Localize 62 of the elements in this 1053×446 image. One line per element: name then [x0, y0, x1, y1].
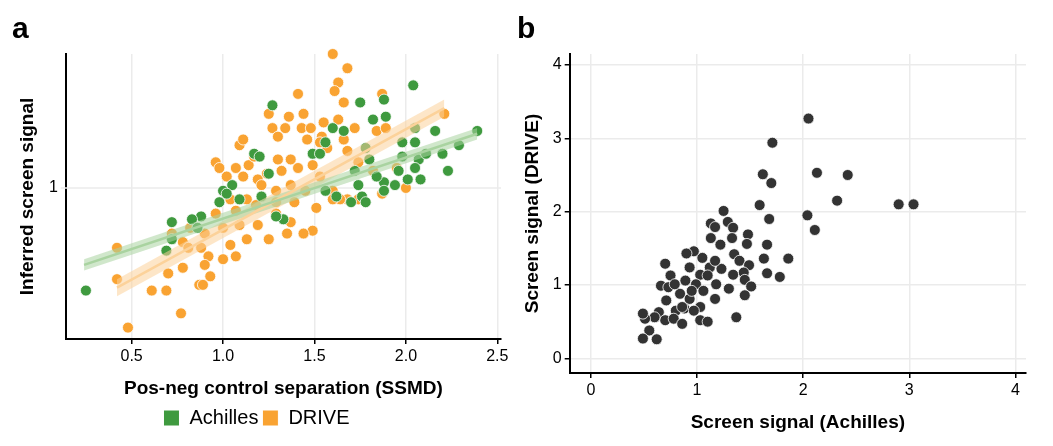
x-tick-label: 4	[1010, 381, 1020, 399]
point	[233, 193, 246, 206]
x-axis-title: Pos-neg control separation (SSMD)	[123, 376, 443, 398]
point	[319, 184, 332, 197]
point	[389, 179, 401, 191]
x-tick-label: 3	[904, 381, 914, 399]
point	[436, 147, 449, 160]
point	[396, 136, 409, 149]
point	[266, 99, 279, 112]
point	[409, 136, 421, 149]
x-tick-label: 0	[586, 381, 596, 399]
point	[319, 136, 332, 149]
point	[367, 113, 379, 126]
point	[352, 179, 365, 191]
point	[345, 196, 357, 209]
point	[80, 284, 92, 297]
point	[453, 139, 465, 152]
point	[409, 162, 421, 174]
point	[370, 170, 383, 183]
x-tick-label: 2.0	[394, 347, 418, 365]
point	[253, 150, 266, 163]
chart-title: b	[517, 11, 536, 45]
y-tick-label: 3	[552, 128, 562, 146]
point	[314, 147, 326, 160]
chart-title: a	[12, 11, 29, 45]
point	[407, 79, 420, 92]
x-tick-label: 0.5	[120, 347, 143, 365]
point	[471, 125, 484, 137]
legend-label: DRIVE	[288, 405, 350, 428]
point	[226, 179, 239, 191]
point	[160, 244, 173, 257]
y-tick-label: 4	[552, 55, 562, 73]
point	[213, 196, 226, 209]
point	[359, 196, 372, 209]
ref-line-label: 1	[48, 178, 58, 196]
y-axis-title: Screen signal (DRIVE)	[520, 113, 542, 314]
y-tick-label: 2	[552, 202, 562, 220]
point	[220, 187, 233, 200]
x-tick-label: 1.5	[303, 347, 326, 365]
x-axis-title: Screen signal (Achilles)	[690, 410, 906, 432]
point	[195, 210, 208, 223]
point	[337, 125, 350, 137]
point	[165, 216, 178, 229]
point	[363, 153, 376, 166]
x-tick-label: 1.0	[211, 347, 235, 365]
point	[379, 110, 392, 123]
point	[429, 125, 442, 137]
y-tick-label: 1	[552, 275, 562, 293]
point	[378, 93, 390, 106]
legend-label: Achilles	[189, 405, 259, 428]
point	[354, 96, 367, 109]
point	[186, 213, 198, 226]
x-tick-label: 1	[692, 381, 702, 399]
x-tick-label: 2	[798, 381, 808, 399]
y-axis-title: Inferred screen signal	[15, 97, 37, 296]
point	[326, 122, 339, 134]
x-tick-label: 2.5	[486, 347, 509, 365]
point	[414, 173, 427, 186]
point	[442, 164, 454, 177]
point	[401, 173, 414, 186]
point	[255, 190, 268, 203]
point	[330, 190, 343, 203]
